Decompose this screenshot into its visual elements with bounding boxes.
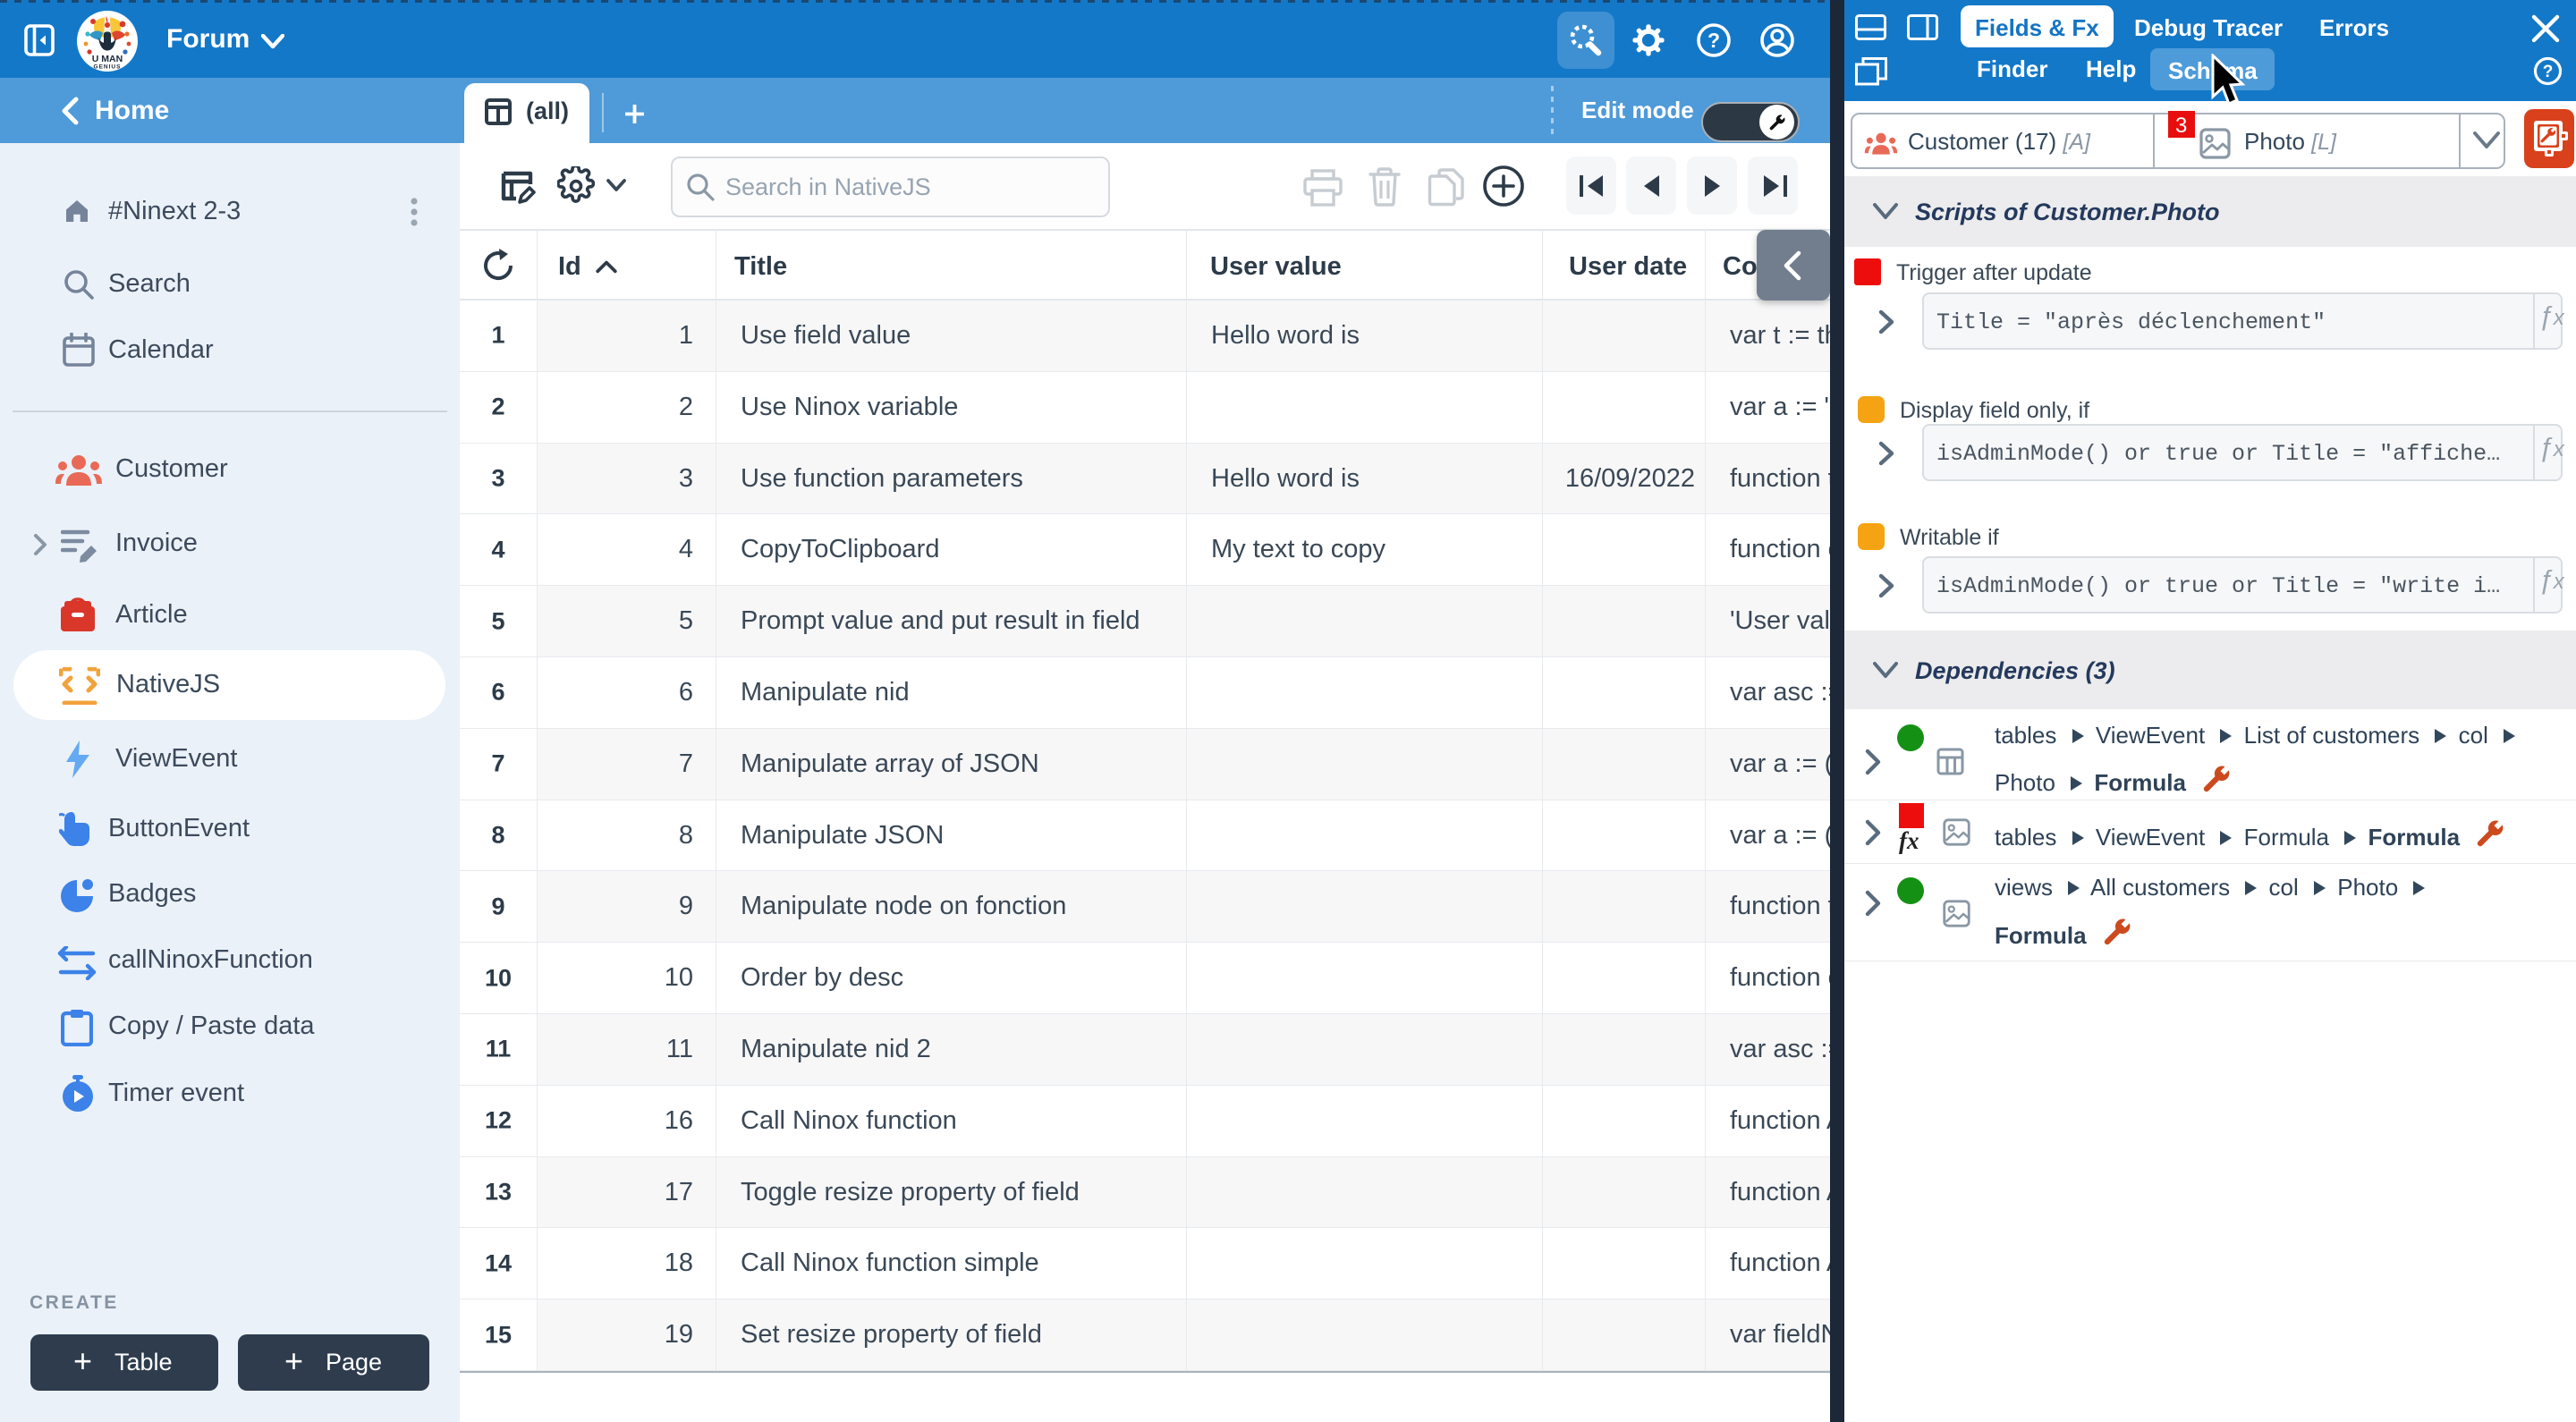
svg-text:?: ? bbox=[1707, 29, 1720, 52]
svg-text:GENIUS: GENIUS bbox=[94, 64, 122, 71]
svg-text:U MAN: U MAN bbox=[92, 54, 123, 64]
svg-text:?: ? bbox=[2543, 63, 2554, 81]
